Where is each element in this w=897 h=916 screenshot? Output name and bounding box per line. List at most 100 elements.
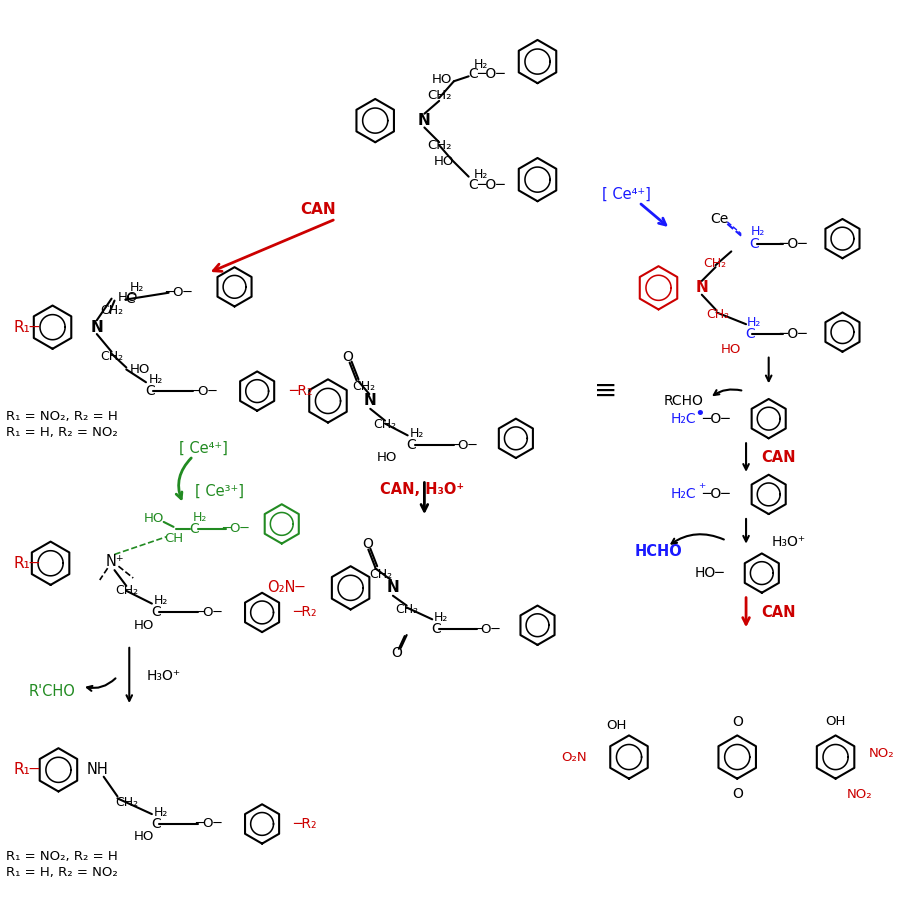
Text: ─O─: ─O─ <box>165 286 192 300</box>
Text: C: C <box>468 68 478 82</box>
Text: H₂: H₂ <box>434 611 448 624</box>
Text: H₃O⁺: H₃O⁺ <box>771 535 806 549</box>
Text: CH₂: CH₂ <box>427 90 451 103</box>
Text: CAN: CAN <box>762 451 796 465</box>
Text: R₁ = NO₂, R₂ = H: R₁ = NO₂, R₂ = H <box>6 410 118 423</box>
Text: CH₂: CH₂ <box>115 584 138 597</box>
Text: [ Ce⁴⁺]: [ Ce⁴⁺] <box>179 441 228 455</box>
Text: H₂: H₂ <box>747 316 762 329</box>
Text: C: C <box>431 622 441 637</box>
Text: ⁺: ⁺ <box>698 483 705 496</box>
Text: H₂: H₂ <box>751 225 765 238</box>
Text: OH: OH <box>606 719 626 732</box>
Text: N: N <box>695 280 708 295</box>
Text: H₂: H₂ <box>474 58 488 71</box>
Text: H₂: H₂ <box>410 427 424 440</box>
Text: CH: CH <box>164 532 183 545</box>
Text: N: N <box>364 394 377 409</box>
Text: R₁ = H, R₂ = NO₂: R₁ = H, R₂ = NO₂ <box>6 866 118 878</box>
Text: CAN, H₃O⁺: CAN, H₃O⁺ <box>380 482 465 497</box>
Text: CH₂: CH₂ <box>352 380 375 393</box>
Text: CH₂: CH₂ <box>116 796 139 809</box>
Text: HCHO: HCHO <box>635 544 683 559</box>
Text: O: O <box>732 714 743 728</box>
Text: R₁─: R₁─ <box>13 556 39 571</box>
Text: O₂N: O₂N <box>561 750 587 764</box>
Text: O₂N─: O₂N─ <box>267 581 304 595</box>
Text: O: O <box>391 646 402 660</box>
Text: HO: HO <box>721 344 742 356</box>
Text: H₂: H₂ <box>129 281 144 294</box>
Text: HO: HO <box>134 618 154 632</box>
Text: CH₂: CH₂ <box>373 418 396 431</box>
Text: C: C <box>749 236 759 251</box>
Text: ─O─: ─O─ <box>195 606 222 619</box>
Text: R₁─: R₁─ <box>13 320 39 334</box>
Text: OH: OH <box>825 715 846 728</box>
Text: ─R₂: ─R₂ <box>293 817 317 831</box>
Text: R₁─: R₁─ <box>13 762 39 778</box>
Text: ─O─: ─O─ <box>477 68 505 82</box>
Text: H₂: H₂ <box>154 806 169 819</box>
Text: CH₂: CH₂ <box>370 568 393 581</box>
Text: ─O─: ─O─ <box>701 487 729 501</box>
Text: [ Ce⁴⁺]: [ Ce⁴⁺] <box>602 187 650 202</box>
Text: C: C <box>126 291 135 306</box>
Text: ─O─: ─O─ <box>222 522 248 535</box>
Text: ─O─: ─O─ <box>473 623 500 636</box>
Text: O: O <box>361 537 373 551</box>
Text: C: C <box>745 327 754 341</box>
Text: H₂C: H₂C <box>670 411 696 426</box>
Text: HO: HO <box>431 72 452 86</box>
Text: •: • <box>694 405 705 422</box>
Text: ─O─: ─O─ <box>779 327 807 341</box>
Text: ─O─: ─O─ <box>477 178 505 191</box>
Text: CAN: CAN <box>762 605 796 620</box>
Text: CH₂: CH₂ <box>703 256 727 269</box>
Text: H₃O⁺: H₃O⁺ <box>146 670 181 683</box>
Text: HO: HO <box>129 363 150 376</box>
Text: ─O─: ─O─ <box>779 236 807 251</box>
Text: ─R₂: ─R₂ <box>293 605 317 619</box>
Text: C: C <box>145 384 155 398</box>
Text: C: C <box>406 438 416 453</box>
Text: C: C <box>151 605 161 619</box>
Text: HO: HO <box>134 830 154 844</box>
Text: ─O─: ─O─ <box>190 385 216 398</box>
Text: NO₂: NO₂ <box>847 788 872 801</box>
Text: NH: NH <box>87 762 109 778</box>
Text: CH₂: CH₂ <box>427 138 451 152</box>
Text: HO: HO <box>144 512 164 526</box>
Text: ─O─: ─O─ <box>701 411 729 426</box>
Text: ─O─: ─O─ <box>450 439 477 452</box>
Text: CH₂: CH₂ <box>100 304 123 317</box>
Text: HO: HO <box>118 291 138 304</box>
Text: C: C <box>468 178 478 191</box>
Text: CH₂: CH₂ <box>100 350 123 363</box>
Text: CAN: CAN <box>300 202 336 216</box>
Text: N: N <box>387 581 399 595</box>
Text: H₂: H₂ <box>149 373 163 386</box>
Text: R'CHO: R'CHO <box>29 683 75 699</box>
Text: CH₂: CH₂ <box>706 308 729 321</box>
Text: H₂C: H₂C <box>670 487 696 501</box>
Text: O: O <box>732 788 743 802</box>
Text: N⁺: N⁺ <box>105 554 124 569</box>
Text: ─O─: ─O─ <box>195 817 222 831</box>
Text: H₂: H₂ <box>154 594 169 607</box>
Text: N: N <box>91 320 103 334</box>
Text: ≡: ≡ <box>594 377 617 405</box>
Text: C: C <box>189 522 199 536</box>
Text: C: C <box>151 817 161 831</box>
Text: ─R₂: ─R₂ <box>289 384 312 398</box>
Text: HO─: HO─ <box>695 566 725 580</box>
Text: Ce: Ce <box>710 212 728 226</box>
Text: H₂: H₂ <box>193 510 207 524</box>
Text: HO: HO <box>377 452 397 464</box>
Text: H₂: H₂ <box>474 169 488 181</box>
Text: HO: HO <box>433 156 454 169</box>
Text: R₁ = NO₂, R₂ = H: R₁ = NO₂, R₂ = H <box>6 850 118 863</box>
Text: N: N <box>418 113 431 128</box>
Text: R₁ = H, R₂ = NO₂: R₁ = H, R₂ = NO₂ <box>6 426 118 439</box>
Text: [ Ce³⁺]: [ Ce³⁺] <box>196 484 244 499</box>
